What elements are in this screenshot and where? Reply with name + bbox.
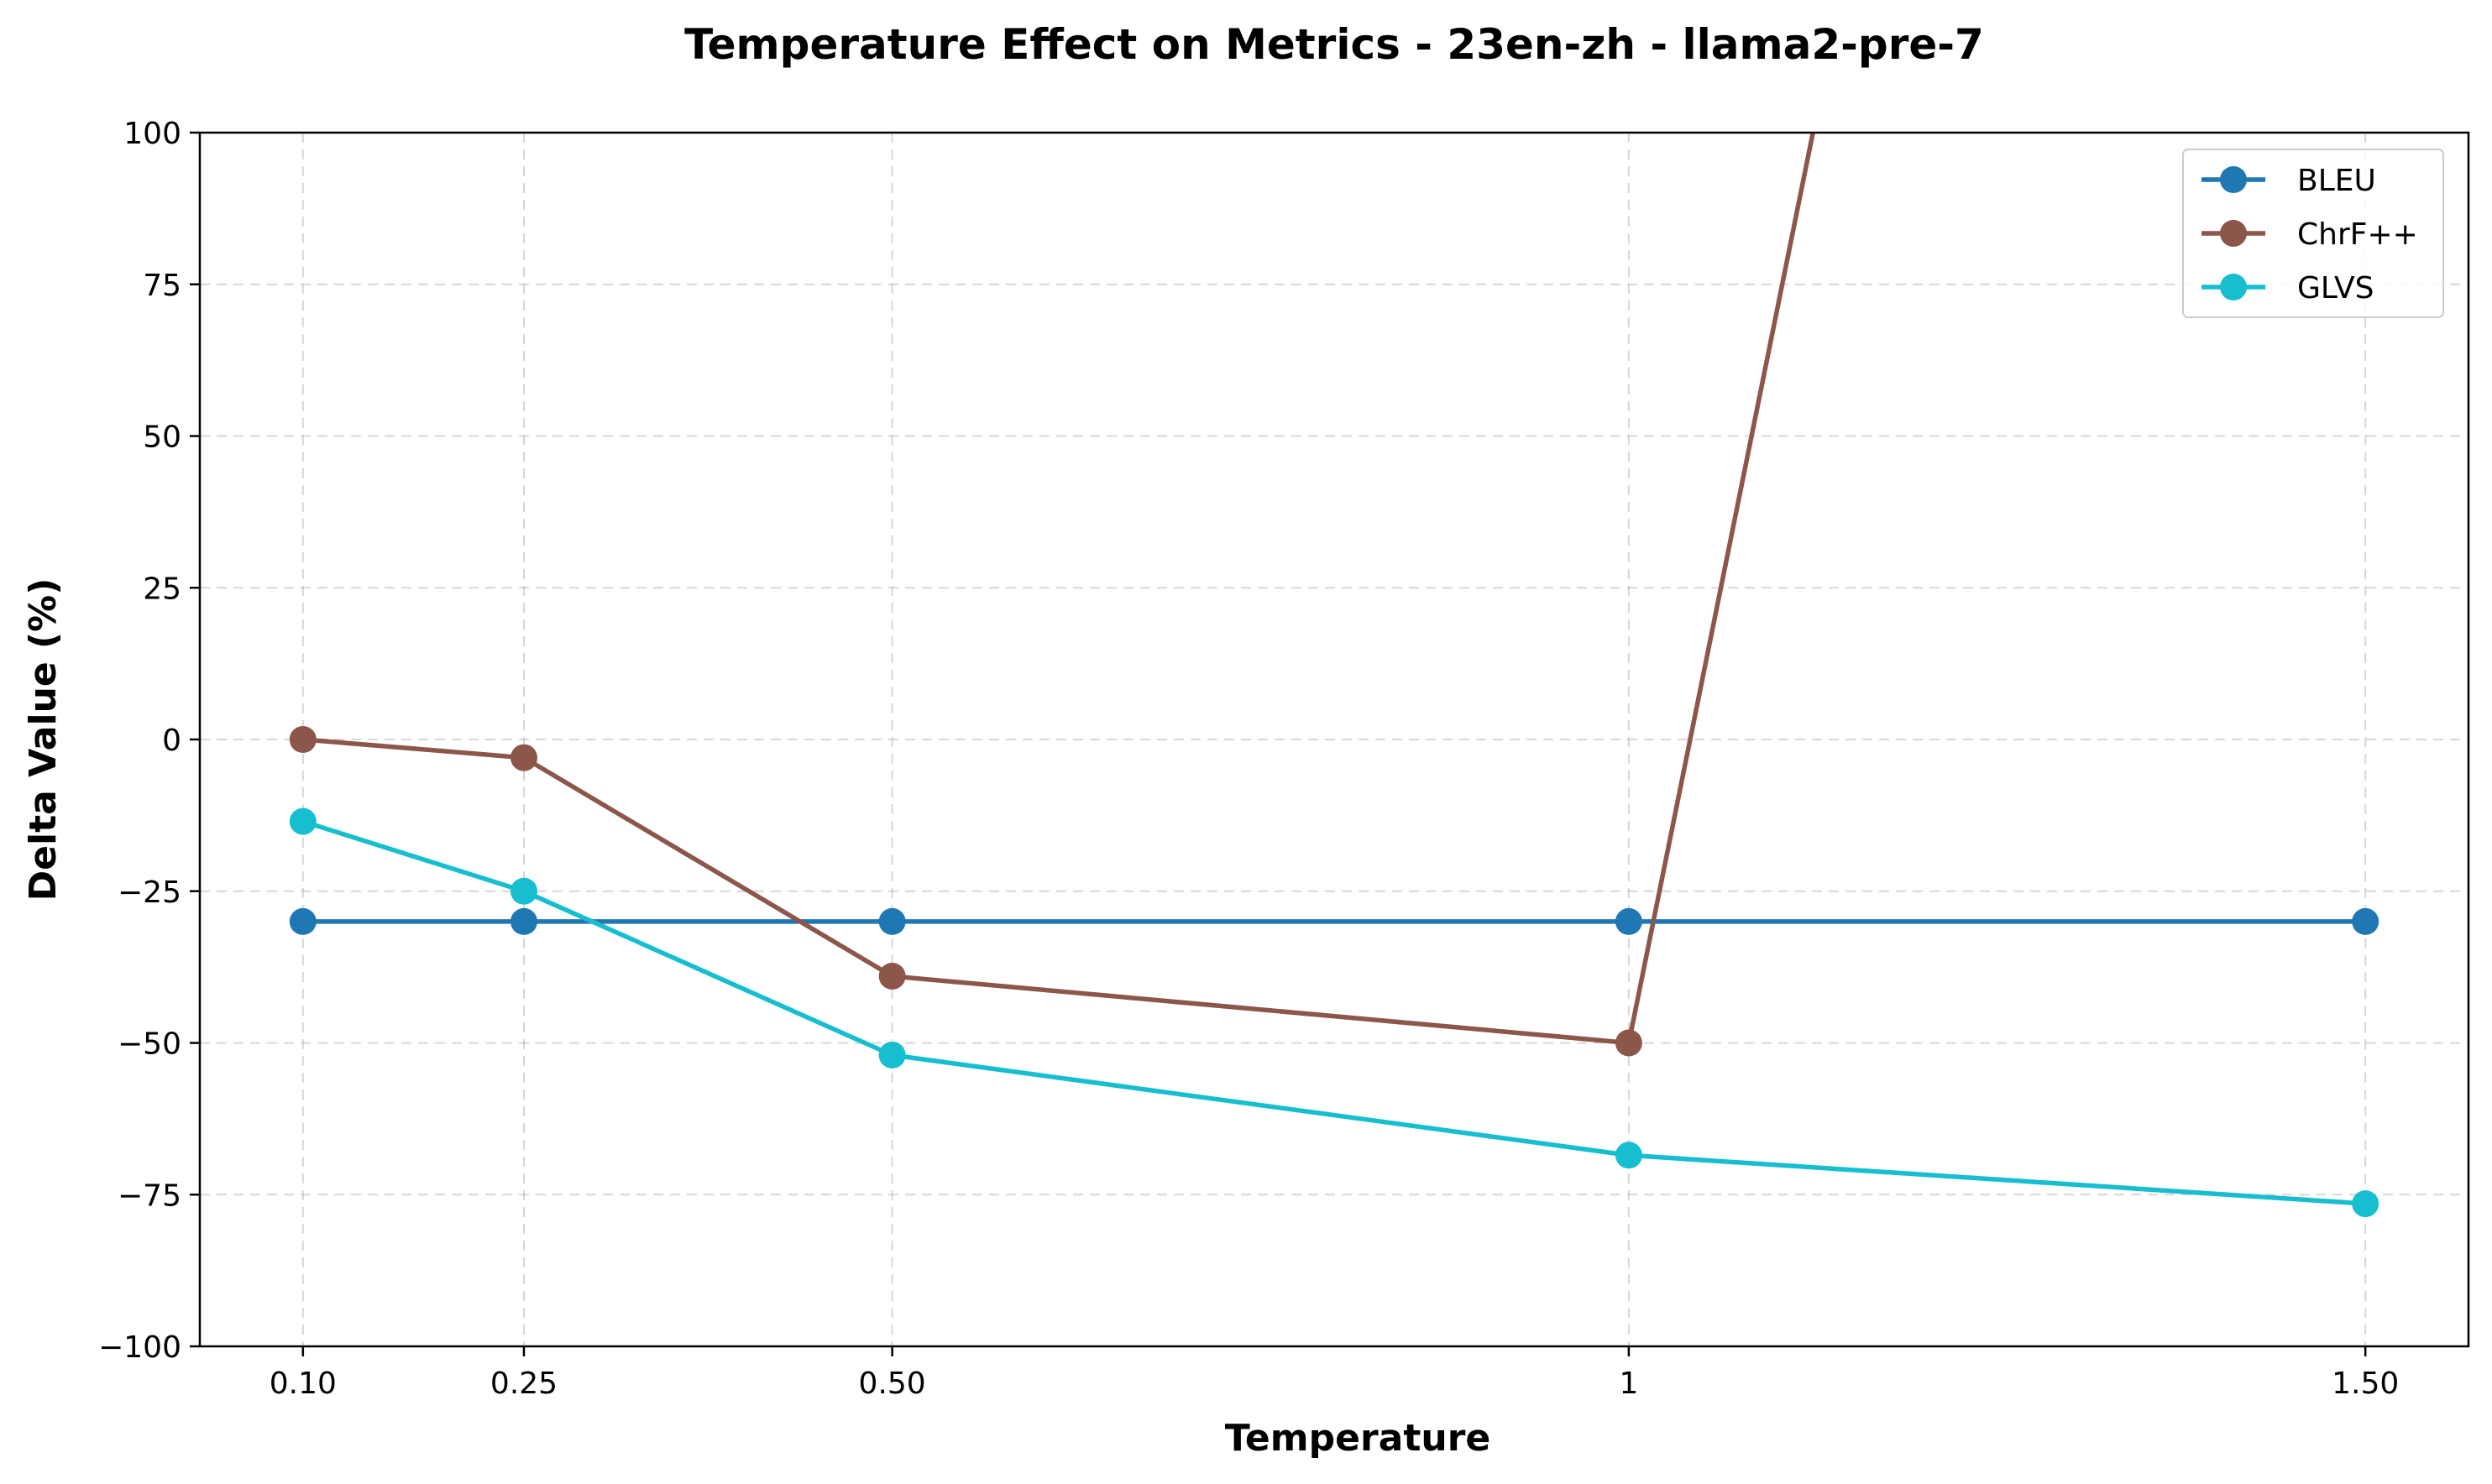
data-point-glvs <box>289 807 317 835</box>
y-axis: −100 −75 −50 −25 0 25 50 75 100 <box>98 117 200 1365</box>
x-tick-label: 1.50 <box>2332 1366 2399 1401</box>
data-point-glvs <box>878 1041 906 1069</box>
y-tick-label: 25 <box>143 572 181 606</box>
data-point-bleu <box>2352 907 2379 935</box>
legend-label-glvs: GLVS <box>2297 271 2374 306</box>
x-axis-label: Temperature <box>1225 1417 1491 1460</box>
legend: BLEU ChrF++ GLVS <box>2182 149 2444 318</box>
y-tick-label: −25 <box>118 875 181 910</box>
y-tick-label: −75 <box>118 1178 181 1213</box>
data-point-bleu <box>510 907 537 935</box>
data-point-bleu <box>1615 907 1642 935</box>
legend-marker-chrf <box>2220 220 2247 247</box>
x-tick-label: 0.50 <box>859 1366 926 1401</box>
data-point-bleu <box>878 907 906 935</box>
data-point-glvs <box>510 877 537 905</box>
y-tick-label: 100 <box>123 117 181 151</box>
x-tick-label: 0.25 <box>490 1366 558 1401</box>
y-tick-label: 0 <box>162 724 181 758</box>
legend-marker-bleu <box>2220 166 2247 193</box>
points-layer <box>289 726 2379 1218</box>
data-point-chrf <box>510 744 537 771</box>
legend-label-chrf: ChrF++ <box>2297 217 2418 252</box>
y-axis-label: Delta Value (%) <box>22 578 65 901</box>
x-tick-label: 1 <box>1619 1366 1638 1401</box>
y-tick-label: 75 <box>143 269 181 303</box>
data-point-chrf <box>289 726 317 753</box>
data-point-bleu <box>289 907 317 935</box>
data-point-chrf <box>878 962 906 990</box>
x-axis: 0.10 0.25 0.50 1 1.50 <box>270 1346 2399 1401</box>
y-tick-label: −100 <box>98 1330 181 1365</box>
y-tick-label: −50 <box>118 1027 181 1062</box>
y-tick-label: 50 <box>143 421 181 455</box>
chart-title: Temperature Effect on Metrics - 23en-zh … <box>684 20 1984 69</box>
legend-label-bleu: BLEU <box>2297 164 2376 198</box>
legend-marker-glvs <box>2220 274 2247 300</box>
legend-box <box>2182 149 2444 318</box>
data-point-glvs <box>1615 1142 1642 1169</box>
x-tick-label: 0.10 <box>270 1366 337 1401</box>
data-point-glvs <box>2352 1190 2379 1218</box>
data-point-chrf <box>1615 1029 1642 1057</box>
